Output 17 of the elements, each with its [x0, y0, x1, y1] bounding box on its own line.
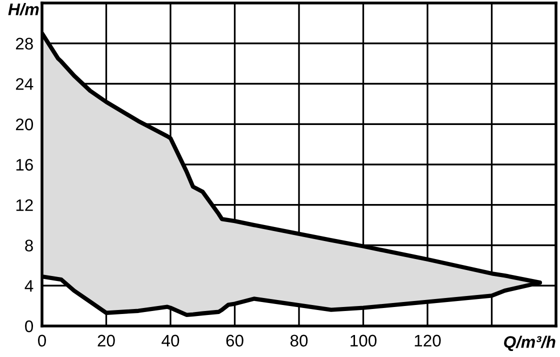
y-tick-label: 4 [24, 280, 34, 292]
x-tick-label: 0 [38, 334, 46, 347]
x-tick-label: 60 [226, 334, 244, 347]
y-tick-label: 20 [16, 118, 34, 130]
y-tick-label: 12 [16, 199, 33, 211]
x-tick-label: 20 [98, 334, 115, 347]
x-tick-label: 100 [350, 334, 377, 347]
x-axis-title: Q/m³/h [504, 336, 556, 352]
x-tick-label: 40 [162, 334, 180, 347]
y-tick-label: 8 [25, 240, 33, 252]
y-tick-label: 16 [16, 158, 33, 171]
y-axis-title: H/m [8, 3, 39, 16]
x-tick-label: 80 [290, 334, 308, 347]
x-tick-label: 120 [414, 334, 441, 347]
y-tick-label: 24 [16, 78, 34, 90]
y-tick-label: 0 [25, 320, 34, 332]
y-tick-label: 28 [16, 38, 33, 50]
